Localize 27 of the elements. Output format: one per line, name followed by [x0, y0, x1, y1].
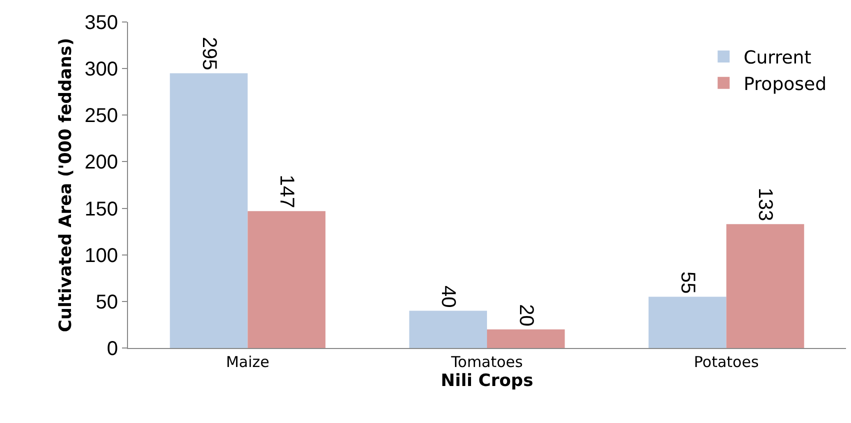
data-label: 20 — [514, 304, 537, 326]
y-tick-label: 250 — [84, 105, 118, 128]
data-label: 295 — [198, 36, 220, 70]
y-tick-label: 300 — [84, 58, 118, 81]
x-axis-title: Nili Crops — [440, 371, 534, 391]
bar — [487, 329, 565, 348]
bar — [170, 73, 248, 348]
bar — [726, 224, 804, 348]
y-tick-label: 0 — [106, 338, 118, 360]
y-tick-label: 50 — [96, 291, 118, 314]
bar — [248, 211, 326, 348]
legend-label: Current — [744, 48, 812, 69]
x-tick-label: Maize — [226, 353, 270, 371]
y-axis-title: Cultivated Area ('000 feddans) — [56, 38, 76, 332]
x-tick-label: Tomatoes — [450, 353, 524, 371]
y-tick-label: 350 — [84, 12, 118, 34]
y-tick-label: 200 — [84, 152, 118, 174]
legend-label: Proposed — [744, 74, 827, 95]
data-label: 55 — [676, 272, 698, 294]
x-tick-label: Potatoes — [694, 353, 759, 371]
data-label: 40 — [437, 285, 460, 308]
y-tick-label: 100 — [84, 244, 118, 267]
data-label: 147 — [276, 174, 298, 208]
data-label: 133 — [754, 188, 776, 222]
y-tick-label: 150 — [84, 198, 118, 220]
bar — [648, 296, 726, 348]
bar — [409, 310, 487, 348]
